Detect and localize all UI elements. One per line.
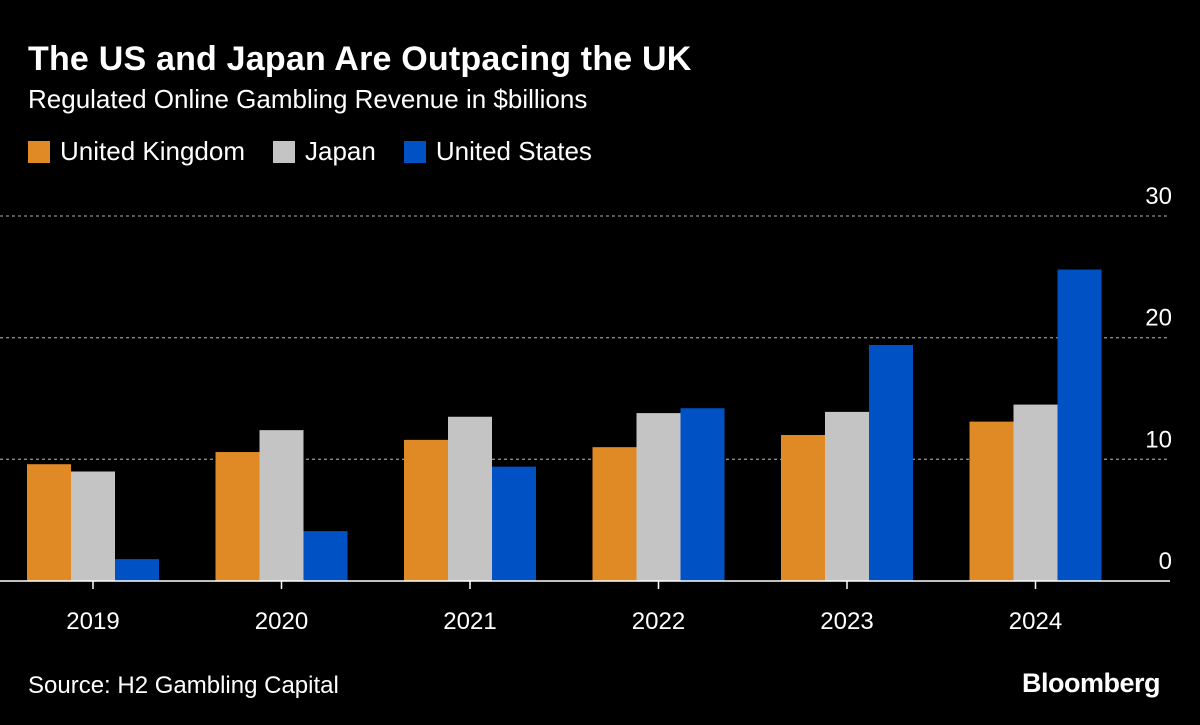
bar-united-states-2021 <box>492 466 536 581</box>
legend-swatch-united-states <box>403 140 426 163</box>
bar-japan-2020 <box>259 430 304 581</box>
bar-united-kingdom-2021 <box>404 439 448 581</box>
bar-japan-2024 <box>1013 404 1058 581</box>
bloomberg-logo: Bloomberg <box>1021 668 1161 698</box>
x-tick-label-2021: 2021 <box>443 608 496 635</box>
bar-united-states-2024 <box>1057 269 1102 581</box>
bar-united-states-2019 <box>115 559 159 581</box>
chart-subtitle: Regulated Online Gambling Revenue in $bi… <box>28 84 588 114</box>
legend-item-united-kingdom: United Kingdom <box>28 136 245 167</box>
legend-item-united-states: United States <box>403 136 592 167</box>
y-tick-label-0: 0 <box>1159 548 1172 575</box>
legend-swatch-japan <box>273 140 295 163</box>
x-tick-label-2023: 2023 <box>820 608 873 635</box>
x-tick-label-2024: 2024 <box>1009 608 1062 635</box>
bar-united-kingdom-2020 <box>215 452 260 581</box>
legend-item-japan: Japan <box>273 136 376 167</box>
chart-title: The US and Japan Are Outpacing the UK <box>28 40 692 78</box>
source-note: Source: H2 Gambling Capital <box>28 672 339 699</box>
x-tick-label-2020: 2020 <box>255 608 308 635</box>
x-tick-label-2019: 2019 <box>66 608 119 635</box>
bar-united-kingdom-2022 <box>592 447 637 581</box>
legend: United Kingdom Japan United States <box>28 136 592 167</box>
legend-swatch-united-kingdom <box>28 140 50 163</box>
bar-united-kingdom-2019 <box>27 464 71 581</box>
bar-united-kingdom-2023 <box>781 435 825 581</box>
y-tick-label-20: 20 <box>1145 305 1172 332</box>
bar-japan-2021 <box>448 416 492 581</box>
y-tick-label-10: 10 <box>1145 426 1172 453</box>
bar-japan-2023 <box>825 411 869 581</box>
bar-united-states-2022 <box>680 408 725 581</box>
legend-label-united-states: United States <box>435 136 592 166</box>
bar-united-kingdom-2024 <box>969 421 1014 581</box>
axes: 0 10 20 30 2019 2020 2021 2022 2023 2024 <box>0 183 1172 635</box>
y-tick-label-30: 30 <box>1145 183 1172 210</box>
legend-label-japan: Japan <box>305 136 376 166</box>
x-tick-label-2022: 2022 <box>632 608 685 635</box>
bar-japan-2019 <box>71 471 115 581</box>
bar-united-states-2020 <box>303 531 348 581</box>
bars <box>27 269 1102 581</box>
bar-united-states-2023 <box>869 344 913 581</box>
legend-label-united-kingdom: United Kingdom <box>60 136 245 166</box>
bar-japan-2022 <box>636 413 681 581</box>
